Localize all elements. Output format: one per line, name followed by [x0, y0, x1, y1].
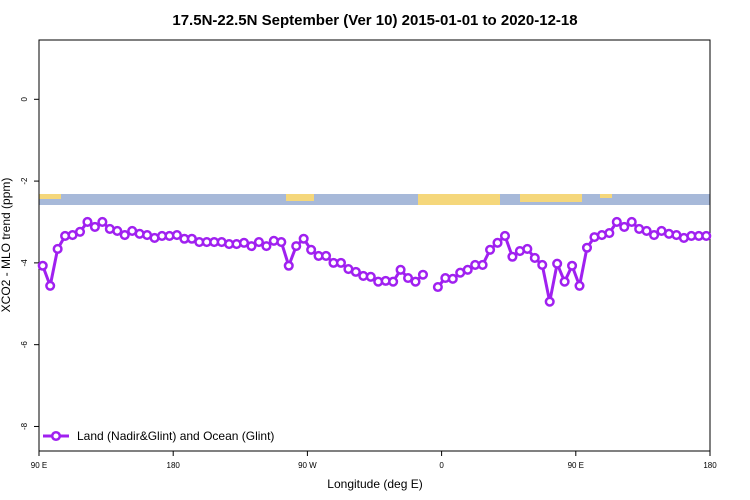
- data-point: [544, 296, 555, 307]
- y-tick-label: -2: [20, 177, 29, 185]
- data-point: [335, 257, 347, 268]
- data-point: [537, 259, 548, 270]
- data-point: [261, 241, 272, 252]
- data-point: [403, 272, 414, 284]
- data-point: [432, 281, 443, 293]
- data-point: [649, 230, 660, 241]
- data-point: [574, 280, 585, 291]
- data-point: [559, 276, 570, 287]
- legend-marker: [50, 430, 62, 442]
- chart-title: 17.5N-22.5N September (Ver 10) 2015-01-0…: [172, 12, 577, 29]
- data-point: [567, 260, 578, 271]
- x-tick-label: 180: [167, 461, 181, 470]
- data-point: [626, 216, 637, 228]
- data-point: [485, 244, 496, 255]
- data-point: [89, 221, 100, 232]
- data-point: [97, 216, 108, 228]
- data-point: [507, 251, 518, 262]
- y-tick-label: -4: [20, 259, 29, 267]
- data-point: [522, 243, 533, 255]
- x-axis-label: Longitude (deg E): [327, 477, 422, 491]
- data-point: [246, 241, 257, 252]
- y-tick-label: 0: [20, 97, 29, 102]
- data-point: [365, 271, 376, 282]
- data-point: [171, 230, 182, 241]
- data-point: [641, 225, 652, 237]
- data-point: [581, 242, 593, 253]
- data-point: [276, 236, 287, 248]
- y-tick-label: -8: [20, 422, 29, 430]
- data-point: [45, 280, 56, 291]
- data-point: [350, 266, 361, 277]
- data-point: [611, 216, 622, 228]
- data-point: [74, 226, 86, 237]
- x-tick-label: 180: [703, 461, 717, 470]
- data-point: [253, 236, 264, 248]
- data-point: [306, 244, 317, 255]
- data-point: [701, 230, 712, 241]
- data-point: [552, 258, 563, 269]
- data-point: [604, 227, 615, 239]
- x-tick-label: 90 W: [298, 461, 317, 470]
- data-point: [395, 264, 406, 275]
- data-point: [410, 276, 421, 287]
- x-tick-label: 0: [439, 461, 444, 470]
- data-point: [477, 259, 488, 270]
- data-point: [499, 230, 511, 241]
- data-point: [447, 273, 458, 284]
- data-point: [283, 260, 294, 271]
- land-ocean-strip: [39, 194, 710, 205]
- data-point: [112, 225, 123, 237]
- data-point: [462, 264, 473, 275]
- data-point: [492, 237, 503, 248]
- x-tick-label: 90 E: [568, 461, 584, 470]
- data-point: [37, 260, 48, 271]
- y-axis-label: XCO2 - MLO trend (ppm): [0, 178, 13, 313]
- x-tick-label: 90 E: [31, 461, 47, 470]
- data-point: [417, 269, 429, 280]
- legend-label: Land (Nadir&Glint) and Ocean (Glint): [77, 429, 274, 443]
- data-point: [529, 252, 540, 264]
- plot-frame: [38, 39, 711, 452]
- data-point: [388, 276, 399, 287]
- data-point: [82, 216, 93, 228]
- data-point: [619, 221, 630, 232]
- data-point: [320, 250, 332, 261]
- data-point: [298, 233, 309, 244]
- data-point: [52, 243, 63, 255]
- y-tick-label: -6: [20, 341, 29, 349]
- data-point: [291, 241, 302, 252]
- data-point: [119, 230, 130, 241]
